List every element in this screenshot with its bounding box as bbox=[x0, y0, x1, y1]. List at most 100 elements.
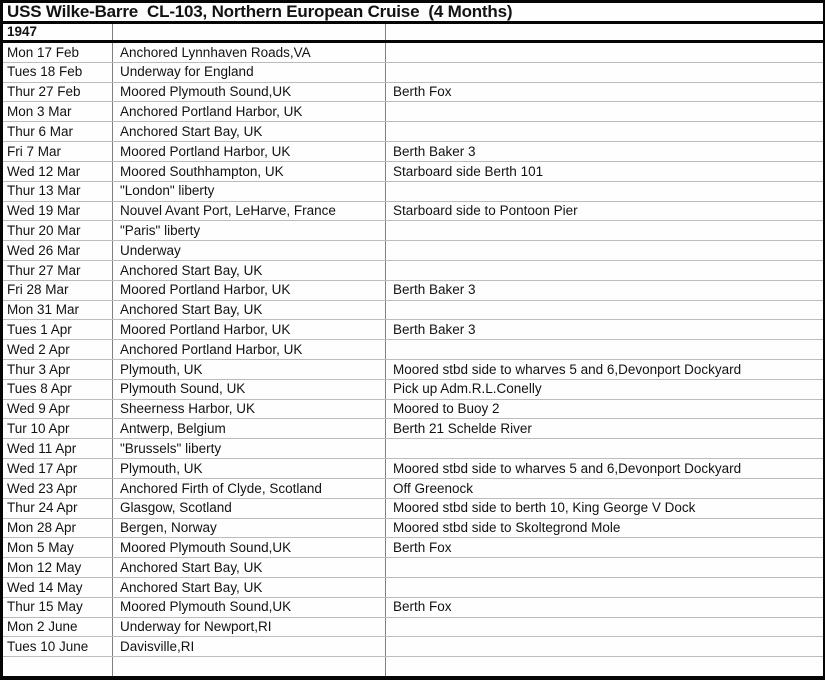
note-cell bbox=[386, 261, 823, 280]
location-cell: Plymouth, UK bbox=[113, 360, 386, 379]
note-cell bbox=[386, 241, 823, 260]
date-cell: Mon 31 Mar bbox=[3, 300, 113, 320]
date-cell: Tues 18 Feb bbox=[3, 62, 113, 82]
log-row: Tues 1 Apr Moored Portland Harbor, UK Be… bbox=[3, 320, 823, 341]
note-cell: Berth Fox bbox=[393, 539, 452, 555]
location-cell: Moored Plymouth Sound,UK bbox=[113, 538, 386, 558]
date-cell: Wed 23 Apr bbox=[3, 478, 113, 498]
date-cell: Tues 8 Apr bbox=[3, 379, 113, 399]
note-cell bbox=[386, 637, 823, 656]
log-row: Fri 28 Mar Moored Portland Harbor, UK Be… bbox=[3, 280, 823, 301]
document-title-row: USS Wilke-Barre CL-103, Northern Europea… bbox=[3, 3, 823, 24]
log-row: Wed 12 Mar Moored Southhampton, UK Starb… bbox=[3, 161, 823, 182]
location-cell: Anchored Start Bay, UK bbox=[113, 260, 386, 280]
date-cell: Mon 28 Apr bbox=[3, 518, 113, 538]
note-cell bbox=[386, 618, 823, 637]
log-row: Tues 8 Apr Plymouth Sound, UK Pick up Ad… bbox=[3, 379, 823, 400]
log-row: Mon 5 May Moored Plymouth Sound,UK Berth… bbox=[3, 538, 823, 559]
location-cell: Plymouth, UK bbox=[113, 459, 386, 478]
date-cell: Wed 17 Apr bbox=[3, 459, 113, 478]
log-row: Thur 27 Mar Anchored Start Bay, UK bbox=[3, 260, 823, 281]
log-row: Thur 15 May Moored Plymouth Sound,UK Ber… bbox=[3, 597, 823, 618]
note-cell: Moored to Buoy 2 bbox=[393, 401, 500, 417]
location-cell: Anchored Portland Harbor, UK bbox=[113, 102, 386, 122]
log-row: Wed 17 Apr Plymouth, UK Moored stbd side… bbox=[3, 459, 823, 479]
date-cell: Thur 6 Mar bbox=[3, 122, 113, 142]
log-row: Thur 20 Mar "Paris" liberty bbox=[3, 221, 823, 242]
note-cell bbox=[386, 558, 823, 577]
location-cell: Anchored Firth of Clyde, Scotland bbox=[113, 478, 386, 498]
location-cell: Moored Portland Harbor, UK bbox=[113, 142, 386, 161]
date-cell: Mon 17 Feb bbox=[3, 43, 113, 62]
location-cell: Underway for Newport,RI bbox=[113, 617, 386, 637]
note-cell: Berth Fox bbox=[393, 599, 452, 615]
date-cell: Tues 10 June bbox=[3, 637, 113, 657]
location-cell: "London" liberty bbox=[113, 181, 386, 201]
note-cell: Berth Baker 3 bbox=[393, 322, 476, 338]
note-cell bbox=[386, 122, 823, 141]
note-cell bbox=[386, 182, 823, 201]
log-rows: Mon 17 Feb Anchored Lynnhaven Roads,VA T… bbox=[3, 43, 823, 676]
log-row: Wed 2 Apr Anchored Portland Harbor, UK bbox=[3, 340, 823, 360]
note-cell bbox=[386, 301, 823, 320]
year-row-location-cell bbox=[113, 24, 386, 40]
log-row: Thur 27 Feb Moored Plymouth Sound,UK Ber… bbox=[3, 82, 823, 103]
log-row: Mon 28 Apr Bergen, Norway Moored stbd si… bbox=[3, 518, 823, 539]
date-cell: Mon 12 May bbox=[3, 558, 113, 577]
document-title: USS Wilke-Barre CL-103, Northern Europea… bbox=[7, 3, 513, 21]
date-cell: Wed 19 Mar bbox=[3, 201, 113, 221]
date-cell: Mon 2 June bbox=[3, 617, 113, 637]
date-cell: Thur 27 Feb bbox=[3, 82, 113, 102]
log-row: Wed 26 Mar Underway bbox=[3, 241, 823, 261]
log-row: Wed 14 May Anchored Start Bay, UK bbox=[3, 577, 823, 598]
location-cell: Sheerness Harbor, UK bbox=[113, 399, 386, 419]
date-cell: Mon 3 Mar bbox=[3, 102, 113, 122]
date-cell: Wed 2 Apr bbox=[3, 340, 113, 359]
note-cell: Moored stbd side to Skoltegrond Mole bbox=[393, 520, 621, 536]
date-cell: Tues 1 Apr bbox=[3, 320, 113, 340]
log-row: Mon 17 Feb Anchored Lynnhaven Roads,VA bbox=[3, 43, 823, 63]
note-cell: Moored stbd side to berth 10, King Georg… bbox=[393, 500, 696, 516]
date-cell: Wed 14 May bbox=[3, 577, 113, 597]
location-cell: Moored Plymouth Sound,UK bbox=[113, 597, 386, 617]
note-cell: Starboard side Berth 101 bbox=[393, 163, 544, 179]
location-cell: Anchored Start Bay, UK bbox=[113, 558, 386, 577]
location-cell: Anchored Start Bay, UK bbox=[113, 577, 386, 597]
location-cell: Bergen, Norway bbox=[113, 518, 386, 538]
log-row: Thur 6 Mar Anchored Start Bay, UK bbox=[3, 122, 823, 143]
location-cell: Anchored Portland Harbor, UK bbox=[113, 340, 386, 359]
date-cell: Fri 28 Mar bbox=[3, 280, 113, 300]
year-row: 1947 bbox=[3, 24, 823, 43]
note-cell bbox=[386, 439, 823, 458]
log-row: Tur 10 Apr Antwerp, Belgium Berth 21 Sch… bbox=[3, 419, 823, 440]
date-cell: Thur 20 Mar bbox=[3, 221, 113, 241]
location-cell: Underway bbox=[113, 241, 386, 260]
location-cell: Antwerp, Belgium bbox=[113, 419, 386, 439]
note-cell: Starboard side to Pontoon Pier bbox=[393, 203, 578, 219]
log-row: Tues 10 June Davisville,RI bbox=[3, 637, 823, 658]
log-row: Thur 13 Mar "London" liberty bbox=[3, 181, 823, 202]
log-row bbox=[3, 657, 823, 676]
location-cell: Anchored Lynnhaven Roads,VA bbox=[113, 43, 386, 62]
note-cell: Moored stbd side to wharves 5 and 6,Devo… bbox=[393, 361, 742, 377]
location-cell: Nouvel Avant Port, LeHarve, France bbox=[113, 201, 386, 221]
note-cell bbox=[386, 221, 823, 240]
log-row: Mon 3 Mar Anchored Portland Harbor, UK bbox=[3, 102, 823, 123]
location-cell bbox=[113, 657, 386, 676]
note-cell bbox=[386, 43, 823, 62]
location-cell: Anchored Start Bay, UK bbox=[113, 300, 386, 320]
location-cell: "Paris" liberty bbox=[113, 221, 386, 241]
note-cell: Berth Baker 3 bbox=[393, 282, 476, 298]
note-cell: Moored stbd side to wharves 5 and 6,Devo… bbox=[393, 460, 742, 476]
log-row: Thur 24 Apr Glasgow, Scotland Moored stb… bbox=[3, 498, 823, 519]
location-cell: Anchored Start Bay, UK bbox=[113, 122, 386, 142]
note-cell: Off Greenock bbox=[393, 480, 474, 496]
log-row: Tues 18 Feb Underway for England bbox=[3, 62, 823, 83]
date-cell: Fri 7 Mar bbox=[3, 142, 113, 161]
date-cell: Thur 27 Mar bbox=[3, 260, 113, 280]
note-cell: Pick up Adm.R.L.Conelly bbox=[393, 381, 542, 397]
location-cell: Plymouth Sound, UK bbox=[113, 379, 386, 399]
log-row: Mon 31 Mar Anchored Start Bay, UK bbox=[3, 300, 823, 321]
log-row: Thur 3 Apr Plymouth, UK Moored stbd side… bbox=[3, 360, 823, 380]
